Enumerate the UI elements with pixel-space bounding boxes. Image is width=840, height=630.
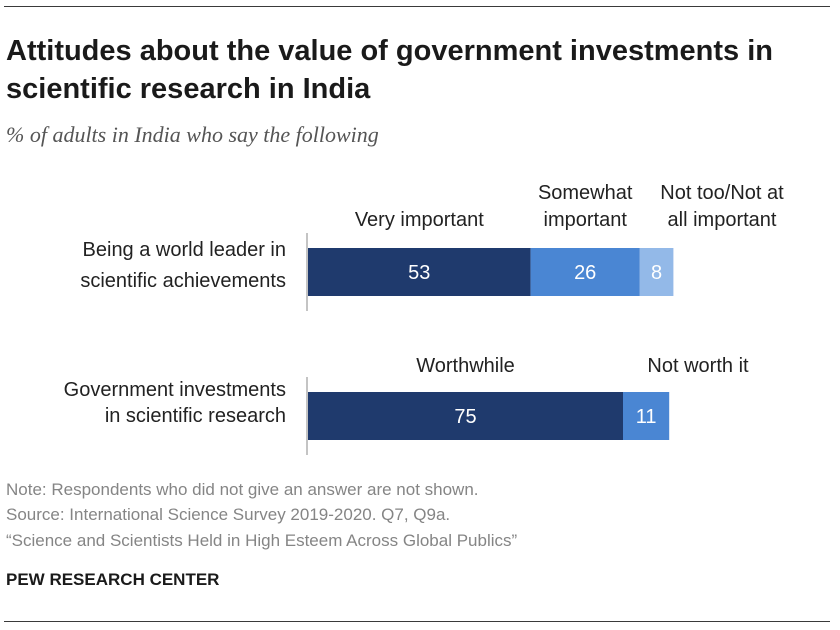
category-label: in scientific research	[105, 405, 286, 427]
category-label: scientific achievements	[80, 270, 286, 292]
top-rule	[4, 6, 830, 7]
data-label: 8	[651, 262, 662, 284]
legend-label: Somewhat	[538, 182, 633, 204]
stacked-bar-chart: Being a world leader in scientific achiev…	[64, 182, 784, 455]
legend-label: all important	[668, 209, 777, 231]
legend-label: important	[544, 209, 628, 231]
data-label: 53	[408, 262, 430, 284]
bar-segment	[530, 248, 640, 296]
bar-segment	[639, 248, 674, 296]
legend-label: Not worth it	[647, 355, 749, 377]
pew-research-center-logo-text: PEW RESEARCH CENTER	[6, 570, 220, 589]
data-label: 26	[574, 262, 596, 284]
data-label: 11	[636, 406, 657, 428]
bar-segment	[623, 392, 670, 440]
legend-label: Not too/Not at	[660, 182, 784, 204]
chart-title: Attitudes about the value of government …	[6, 35, 773, 105]
bar-segment	[308, 392, 623, 440]
data-label: 75	[454, 406, 476, 428]
chart-subtitle: % of adults in India who say the followi…	[6, 122, 379, 147]
legend-label: Worthwhile	[416, 355, 515, 377]
source-text: Source: International Science Survey 201…	[6, 505, 451, 524]
category-label: Government investments	[64, 379, 286, 401]
category-label: Being a world leader in	[83, 239, 286, 261]
note-text: Note: Respondents who did not give an an…	[6, 480, 479, 499]
legend-label: Very important	[355, 209, 484, 231]
bottom-rule	[4, 621, 830, 622]
report-title-text: “Science and Scientists Held in High Est…	[6, 531, 518, 550]
bar-segment	[308, 248, 531, 296]
